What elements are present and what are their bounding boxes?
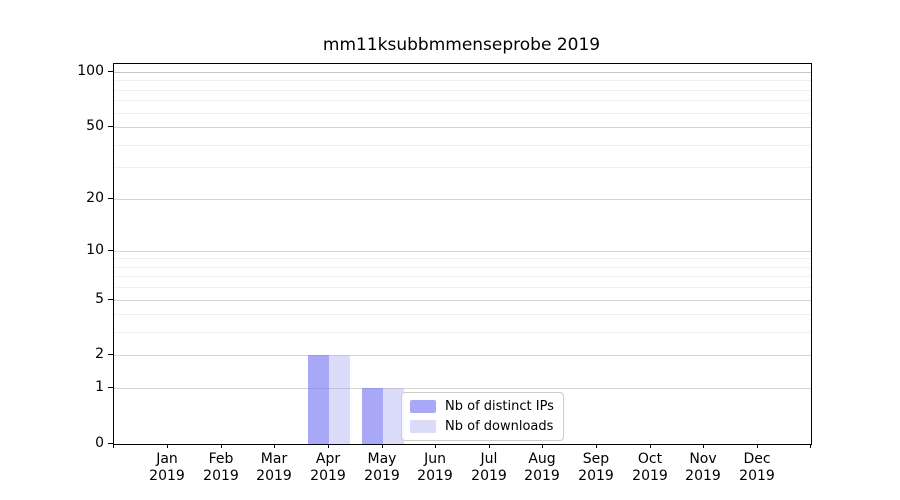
y-tick-1 <box>108 387 113 388</box>
x-tick-may-2019 <box>382 444 383 448</box>
gridline-minor-80 <box>114 90 811 91</box>
x-tick-mar-2019 <box>274 444 275 448</box>
x-tick-jun-2019 <box>435 444 436 448</box>
gridline-major-2 <box>114 355 811 356</box>
gridline-major-5 <box>114 300 811 301</box>
gridline-minor-9 <box>114 258 811 259</box>
x-tick-label-nov-2019: Nov 2019 <box>685 451 721 484</box>
legend-item-downloads: Nb of downloads <box>410 419 554 434</box>
y-tick-label-10: 10 <box>86 242 104 258</box>
gridline-minor-90 <box>114 80 811 81</box>
gridline-major-50 <box>114 127 811 128</box>
gridline-minor-6 <box>114 287 811 288</box>
gridline-minor-3 <box>114 332 811 333</box>
x-tick-jan-2019 <box>167 444 168 448</box>
x-tick-oct-2019 <box>650 444 651 448</box>
y-tick-label-2: 2 <box>95 346 104 362</box>
x-tick-edge <box>810 444 811 448</box>
x-tick-nov-2019 <box>703 444 704 448</box>
gridline-minor-7 <box>114 276 811 277</box>
gridline-minor-40 <box>114 145 811 146</box>
x-tick-label-oct-2019: Oct 2019 <box>632 451 668 484</box>
x-tick-label-dec-2019: Dec 2019 <box>739 451 775 484</box>
y-tick-50 <box>108 126 113 127</box>
y-tick-10 <box>108 250 113 251</box>
x-tick-label-sep-2019: Sep 2019 <box>578 451 614 484</box>
bar-nb-of-downloads-may-2019 <box>383 388 404 444</box>
gridline-major-10 <box>114 251 811 252</box>
x-tick-label-jun-2019: Jun 2019 <box>417 451 453 484</box>
gridline-major-100 <box>114 72 811 73</box>
x-tick-apr-2019 <box>328 444 329 448</box>
x-tick-label-jan-2019: Jan 2019 <box>149 451 185 484</box>
x-tick-jul-2019 <box>489 444 490 448</box>
y-tick-label-20: 20 <box>86 190 104 206</box>
gridline-major-20 <box>114 199 811 200</box>
bar-nb-of-distinct-ips-may-2019 <box>362 388 383 444</box>
gridline-minor-70 <box>114 100 811 101</box>
gridline-minor-8 <box>114 267 811 268</box>
y-tick-label-100: 100 <box>77 63 104 79</box>
x-tick-label-may-2019: May 2019 <box>364 451 400 484</box>
x-tick-label-apr-2019: Apr 2019 <box>310 451 346 484</box>
x-tick-aug-2019 <box>542 444 543 448</box>
legend-swatch-downloads-icon <box>410 420 436 433</box>
gridline-minor-4 <box>114 314 811 315</box>
y-tick-2 <box>108 354 113 355</box>
y-tick-label-0: 0 <box>95 435 104 451</box>
chart-title: mm11ksubbmmenseprobe 2019 <box>322 35 601 55</box>
y-tick-100 <box>108 71 113 72</box>
x-tick-dec-2019 <box>757 444 758 448</box>
x-tick-label-aug-2019: Aug 2019 <box>524 451 560 484</box>
x-tick-sep-2019 <box>596 444 597 448</box>
gridline-minor-60 <box>114 113 811 114</box>
y-tick-0 <box>108 443 113 444</box>
y-tick-label-50: 50 <box>86 118 104 134</box>
legend-swatch-distinct-ips-icon <box>410 400 436 413</box>
legend-item-distinct-ips: Nb of distinct IPs <box>410 399 554 414</box>
legend-label-downloads: Nb of downloads <box>445 419 554 434</box>
x-tick-label-jul-2019: Jul 2019 <box>471 451 507 484</box>
x-tick-label-mar-2019: Mar 2019 <box>256 451 292 484</box>
legend-label-distinct-ips: Nb of distinct IPs <box>445 399 554 414</box>
legend: Nb of distinct IPs Nb of downloads <box>401 392 564 441</box>
y-tick-label-1: 1 <box>95 379 104 395</box>
y-tick-label-5: 5 <box>95 291 104 307</box>
x-tick-feb-2019 <box>221 444 222 448</box>
y-tick-20 <box>108 198 113 199</box>
bar-nb-of-distinct-ips-apr-2019 <box>308 355 329 444</box>
y-tick-5 <box>108 299 113 300</box>
x-tick-label-feb-2019: Feb 2019 <box>203 451 239 484</box>
gridline-major-1 <box>114 388 811 389</box>
bar-nb-of-downloads-apr-2019 <box>329 355 350 444</box>
x-tick-edge <box>113 444 114 448</box>
plot-area: Nb of distinct IPs Nb of downloads <box>113 63 812 445</box>
gridline-minor-30 <box>114 167 811 168</box>
